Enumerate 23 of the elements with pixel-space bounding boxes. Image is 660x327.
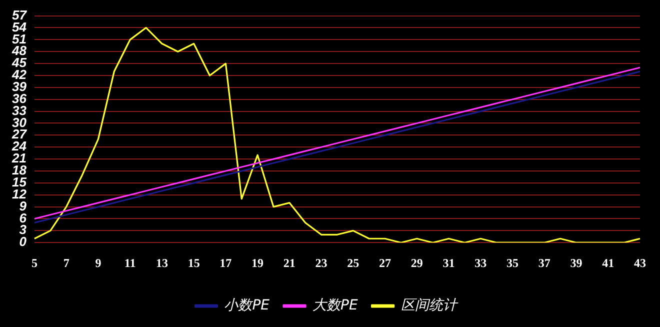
x-tick-label: 27: [379, 256, 392, 270]
x-tick-label: 11: [124, 256, 136, 270]
x-tick-label: 19: [252, 256, 264, 270]
x-tick-label: 5: [31, 256, 38, 270]
x-tick-label: 37: [538, 256, 550, 270]
legend-label: 区间统计: [400, 298, 459, 314]
x-tick-label: 7: [63, 256, 70, 270]
x-tick-label: 35: [506, 256, 519, 270]
x-tick-label: 15: [188, 256, 200, 270]
x-tick-label: 43: [634, 256, 646, 270]
x-tick-label: 25: [347, 256, 360, 270]
legend-label: 大数PE: [312, 298, 358, 314]
x-tick-label: 17: [220, 256, 232, 270]
x-tick-label: 13: [156, 256, 168, 270]
x-tick-label: 39: [570, 256, 582, 270]
x-tick-label: 23: [315, 256, 328, 270]
legend-label: 小数PE: [224, 298, 270, 314]
x-tick-label: 21: [283, 256, 296, 270]
x-tick-label: 31: [442, 256, 455, 270]
x-tick-label: 33: [474, 256, 487, 270]
x-tick-label: 9: [95, 256, 102, 270]
x-tick-label: 29: [410, 256, 423, 270]
x-tick-label: 41: [602, 256, 614, 270]
